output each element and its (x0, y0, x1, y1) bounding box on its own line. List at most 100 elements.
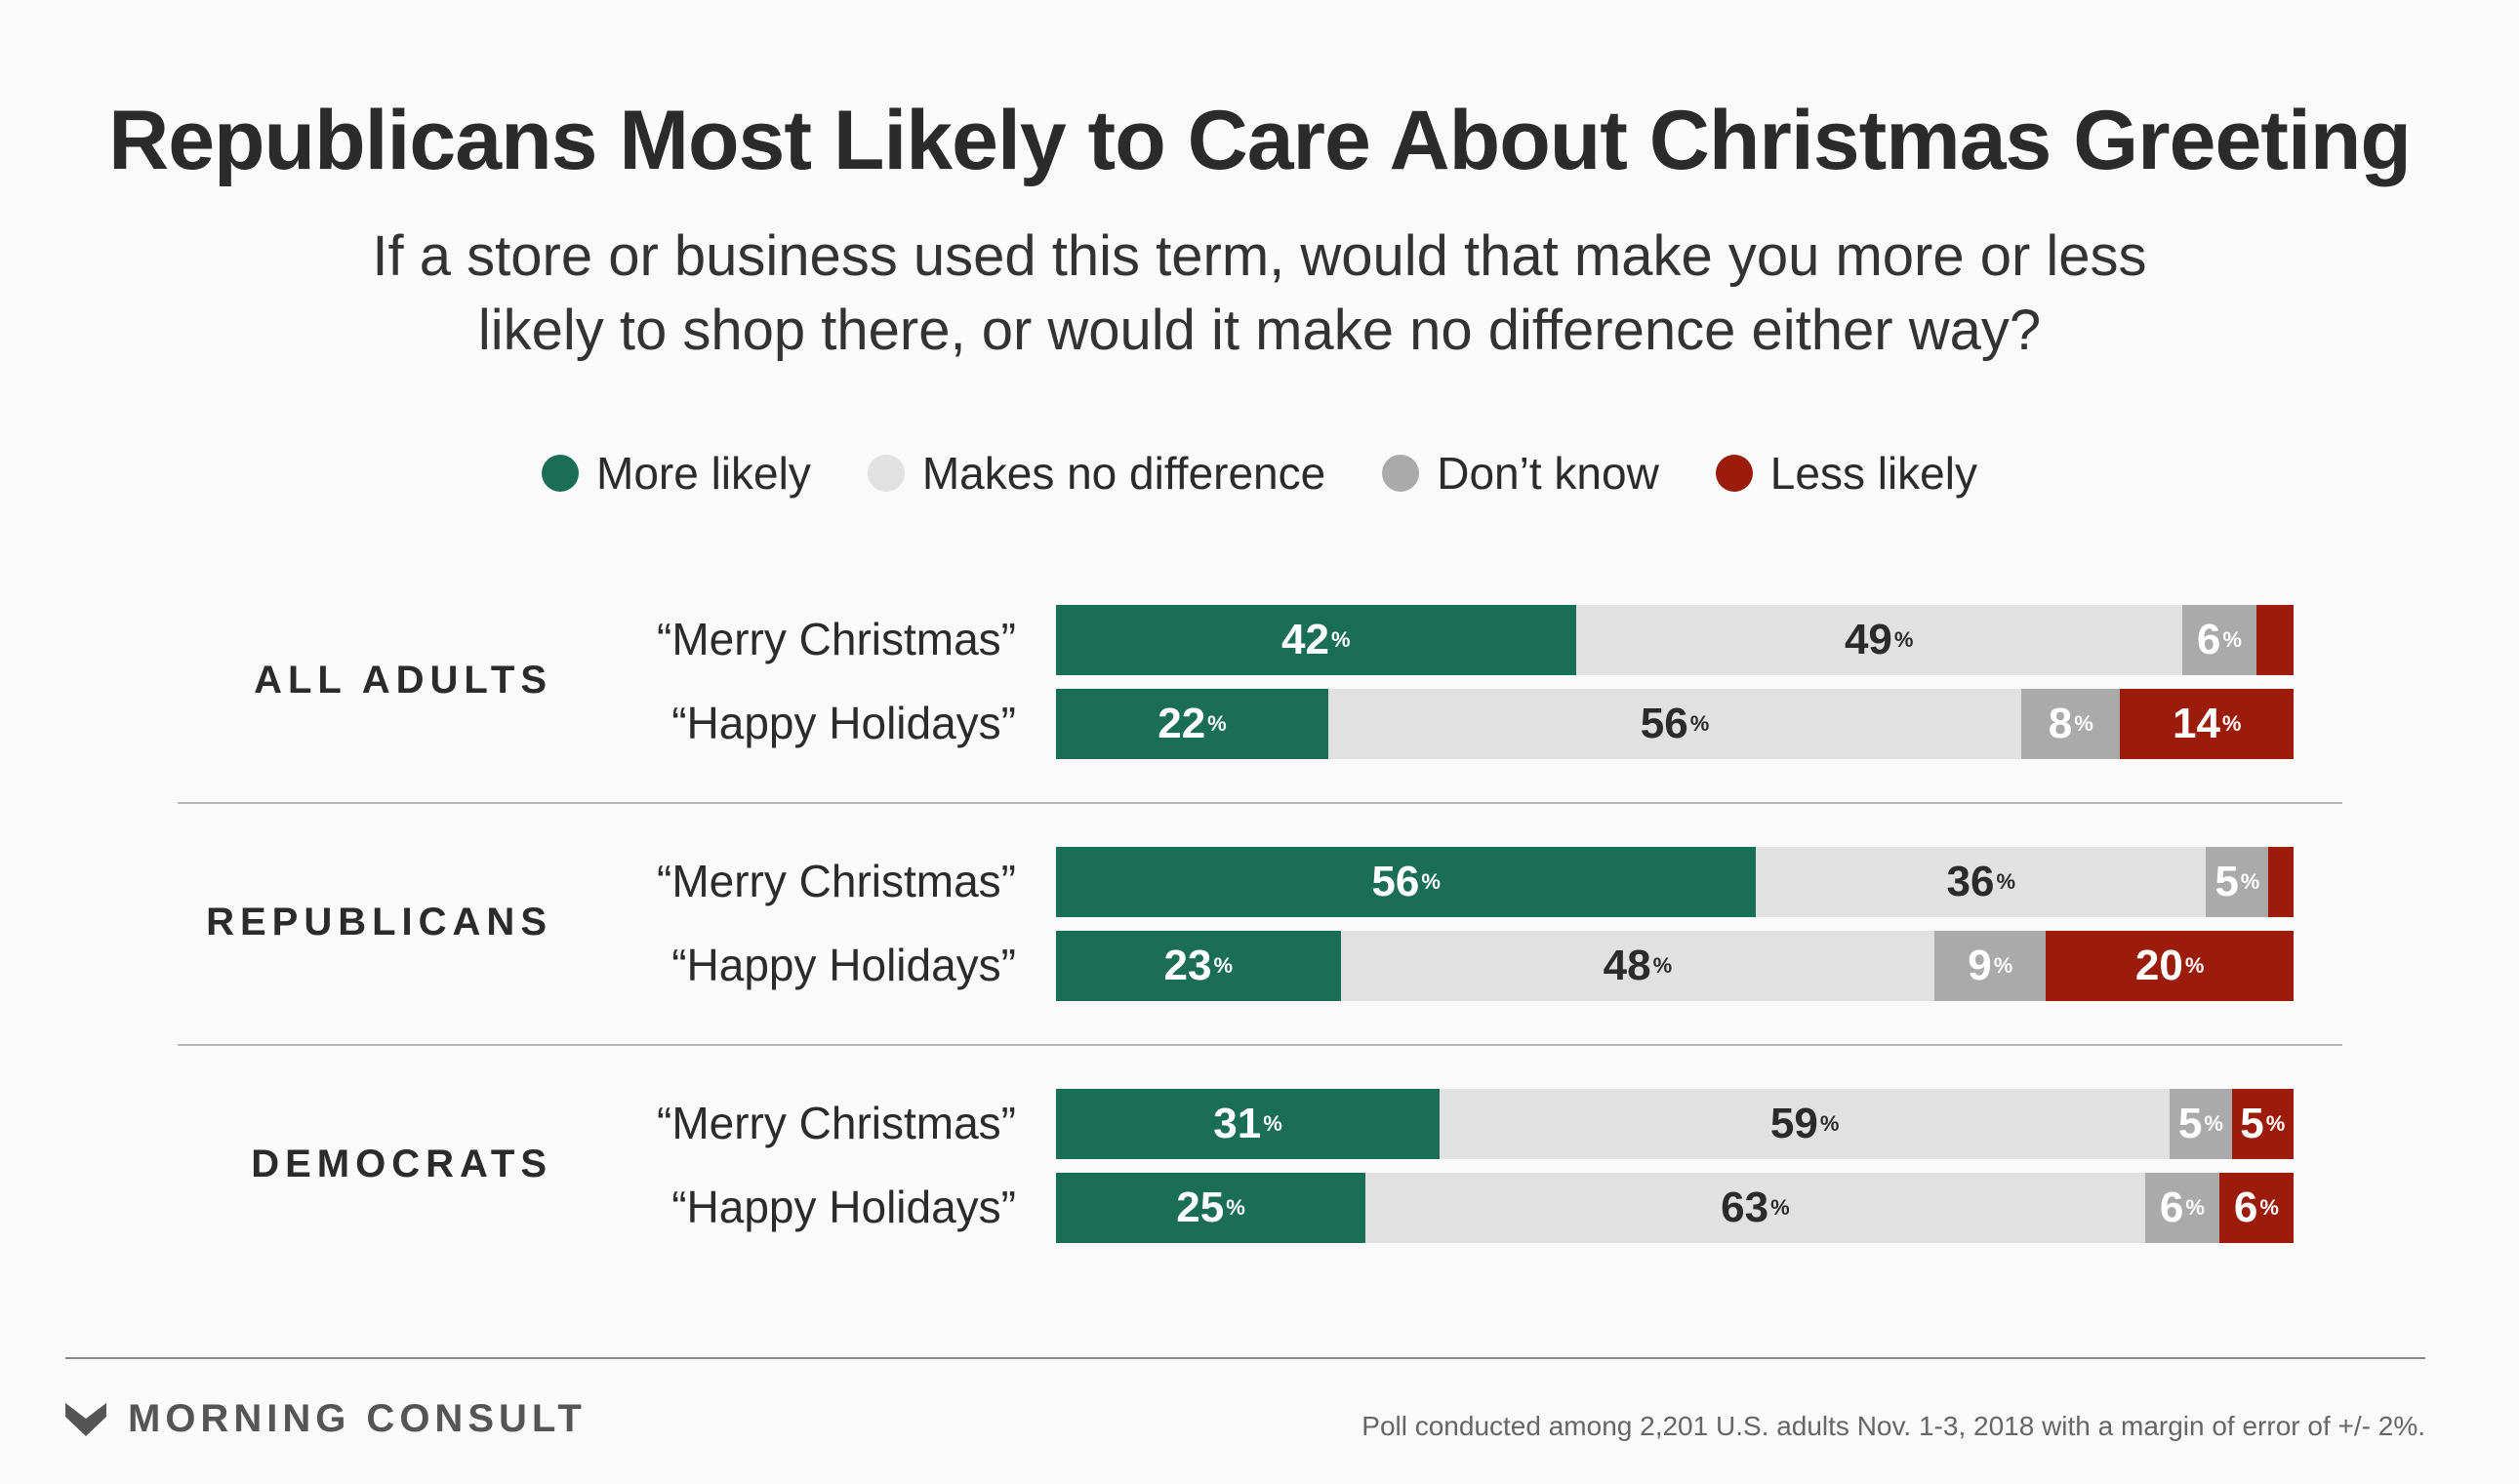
bar-segment-less-likely (2255, 605, 2294, 675)
data-label-unit: % (1421, 869, 1441, 894)
data-label-unit: % (2259, 1195, 2279, 1220)
legend-swatch (867, 455, 905, 492)
row-label: “Merry Christmas” (657, 856, 1016, 906)
data-label-unit: % (1893, 627, 1914, 652)
subtitle-line-1: If a store or business used this term, w… (372, 224, 2147, 288)
data-label-unit: % (1213, 953, 1234, 978)
data-label: 8 (2048, 700, 2073, 747)
bar-segment-don-t-know: 9% (1934, 931, 2047, 1001)
data-label: 59 (1769, 1100, 1818, 1147)
bar-segment-more-likely: 23% (1056, 931, 1341, 1001)
group-label-democrats: DEMOCRATS (251, 1143, 552, 1185)
bar-segment-don-t-know: 6% (2144, 1173, 2219, 1243)
stacked-bar: 31% 59% 5% 5% (1056, 1089, 2294, 1159)
bar-segment-don-t-know: 8% (2021, 689, 2121, 759)
group-label-all-adults: ALL ADULTS (254, 659, 552, 702)
data-label: 63 (1721, 1183, 1769, 1231)
group-divider (178, 802, 2342, 804)
data-label: 5 (2240, 1100, 2264, 1147)
bar-segment-less-likely: 5% (2231, 1089, 2294, 1159)
bar-segment-makes-no-difference: 63% (1365, 1173, 2145, 1243)
legend-swatch (542, 455, 579, 492)
data-label-unit: % (2265, 1111, 2286, 1136)
data-label-unit: % (2074, 711, 2093, 736)
bar-segment-makes-no-difference: 36% (1756, 847, 2207, 917)
legend-label: Don’t know (1437, 448, 1659, 499)
bar-segment-less-likely (2268, 847, 2294, 917)
legend-item-don-t-know: Don’t know (1382, 447, 1659, 500)
legend-item-makes-no-difference: Makes no difference (867, 447, 1326, 500)
data-label-unit: % (1770, 1195, 1790, 1220)
data-label: 14 (2172, 700, 2220, 747)
bar-segment-less-likely: 6% (2218, 1173, 2294, 1243)
data-label-unit: % (2221, 711, 2242, 736)
stacked-bar: 56% 36% 5% (1056, 847, 2294, 917)
bar-segment-more-likely: 31% (1056, 1089, 1441, 1159)
brand-name: MORNING CONSULT (128, 1397, 587, 1440)
data-label: 48 (1603, 942, 1651, 989)
data-label-unit: % (1330, 627, 1351, 652)
footer-divider (65, 1357, 2425, 1359)
chart-title: Republicans Most Likely to Care About Ch… (108, 94, 2412, 187)
legend-swatch (1715, 455, 1753, 492)
data-label-unit: % (2184, 953, 2205, 978)
data-label-unit: % (2185, 1195, 2205, 1220)
source-note: Poll conducted among 2,201 U.S. adults N… (1361, 1411, 2425, 1441)
legend-label: Less likely (1769, 448, 1977, 499)
bar-segment-don-t-know: 5% (2170, 1089, 2232, 1159)
data-label-unit: % (2204, 1111, 2223, 1136)
row-label: “Happy Holidays” (671, 698, 1016, 748)
data-label: 6 (2233, 1183, 2258, 1231)
bar-segment-more-likely: 56% (1056, 847, 1757, 917)
data-label: 9 (1968, 942, 1992, 989)
data-label: 49 (1844, 616, 1892, 663)
bar-segment-makes-no-difference: 59% (1440, 1089, 2171, 1159)
data-label-unit: % (1263, 1111, 1282, 1136)
stacked-bar: 42% 49% 6% (1056, 605, 2294, 675)
data-label-unit: % (1993, 953, 2013, 978)
bar-segment-makes-no-difference: 49% (1575, 605, 2182, 675)
subtitle-line-2: likely to shop there, or would it make n… (477, 299, 2042, 362)
bar-segment-don-t-know: 5% (2206, 847, 2269, 917)
legend-label: Makes no difference (921, 448, 1326, 499)
row-label: “Happy Holidays” (671, 940, 1016, 990)
bar-segment-less-likely: 20% (2046, 931, 2294, 1001)
legend-item-less-likely: Less likely (1715, 447, 1977, 500)
data-label: 25 (1176, 1183, 1225, 1231)
chevron-logo-icon (65, 1402, 106, 1436)
data-label: 5 (2214, 858, 2239, 905)
data-label: 31 (1213, 1100, 1262, 1147)
chart-subtitle: If a store or business used this term, w… (0, 220, 2519, 368)
data-label: 6 (2196, 616, 2221, 663)
data-label: 56 (1640, 700, 1688, 747)
data-label-unit: % (2240, 869, 2260, 894)
data-label: 23 (1163, 942, 1212, 989)
legend: More likely Makes no difference Don’t know… (0, 447, 2519, 500)
legend-swatch (1382, 455, 1420, 492)
bar-segment-makes-no-difference: 48% (1340, 931, 1935, 1001)
legend-label: More likely (596, 448, 811, 499)
data-label-unit: % (1207, 711, 1227, 736)
group-divider (178, 1044, 2342, 1046)
row-label: “Merry Christmas” (657, 614, 1016, 664)
bar-segment-more-likely: 25% (1056, 1173, 1365, 1243)
data-label-unit: % (2222, 627, 2242, 652)
bar-segment-less-likely: 14% (2120, 689, 2294, 759)
row-label: “Merry Christmas” (657, 1098, 1016, 1148)
bar-segment-more-likely: 22% (1056, 689, 1328, 759)
group-label-republicans: REPUBLICANS (206, 901, 552, 943)
stacked-bar: 22% 56% 8% 14% (1056, 689, 2294, 759)
data-label: 36 (1946, 858, 1995, 905)
stacked-bar: 25% 63% 6% 6% (1056, 1173, 2294, 1243)
bar-segment-don-t-know: 6% (2181, 605, 2256, 675)
stacked-bar: 23% 48% 9% 20% (1056, 931, 2294, 1001)
bar-segment-makes-no-difference: 56% (1327, 689, 2022, 759)
data-label: 42 (1281, 616, 1329, 663)
brand-logo: MORNING CONSULT (65, 1397, 587, 1441)
data-label-unit: % (1226, 1195, 1245, 1220)
data-label-unit: % (1819, 1111, 1840, 1136)
data-label: 20 (2134, 942, 2183, 989)
data-label-unit: % (1652, 953, 1673, 978)
bar-segment-more-likely: 42% (1056, 605, 1576, 675)
